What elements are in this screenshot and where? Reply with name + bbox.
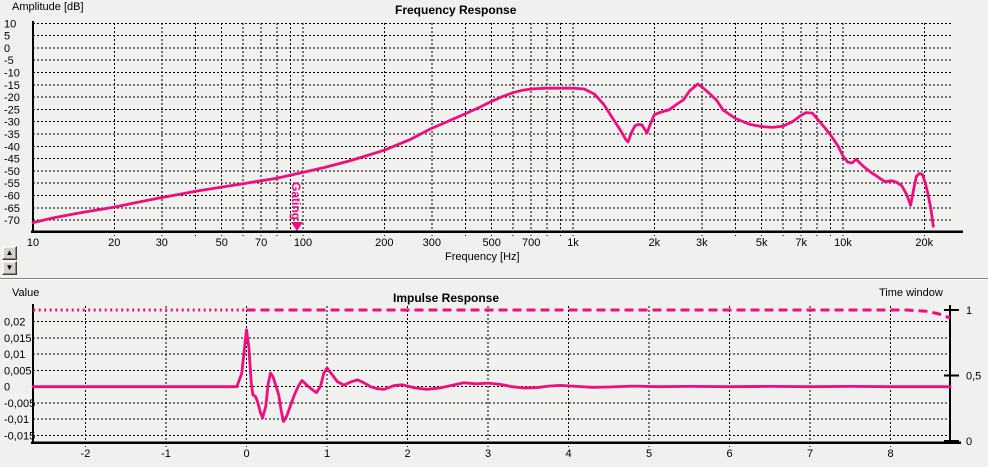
svg-text:7: 7: [807, 448, 813, 460]
svg-text:1k: 1k: [567, 237, 579, 249]
svg-text:0,5: 0,5: [966, 371, 981, 383]
svg-text:-1: -1: [161, 448, 171, 460]
svg-text:0,02: 0,02: [4, 317, 25, 329]
svg-text:500: 500: [483, 237, 501, 249]
svg-text:-10: -10: [4, 68, 20, 80]
frequency-axis-label: Frequency [Hz]: [445, 251, 520, 263]
svg-text:8: 8: [887, 448, 893, 460]
svg-text:6: 6: [726, 448, 732, 460]
svg-text:-35: -35: [4, 129, 20, 141]
svg-text:20k: 20k: [915, 237, 933, 249]
svg-text:2k: 2k: [648, 237, 660, 249]
svg-text:2: 2: [404, 448, 410, 460]
svg-text:7k: 7k: [795, 237, 807, 249]
svg-text:0: 0: [243, 448, 249, 460]
panel-divider: [0, 278, 988, 280]
svg-text:10: 10: [4, 18, 16, 30]
svg-text:4: 4: [565, 448, 571, 460]
svg-text:-15: -15: [4, 80, 20, 92]
svg-text:-60: -60: [4, 191, 20, 203]
up-arrow-icon: ▲: [5, 248, 14, 257]
svg-text:30: 30: [156, 237, 168, 249]
svg-text:10k: 10k: [834, 237, 852, 249]
scroll-up-button[interactable]: ▲: [2, 246, 17, 260]
svg-text:-0,01: -0,01: [4, 414, 29, 426]
svg-text:Gating: Gating: [289, 182, 303, 220]
amplitude-axis-label: Amplitude [dB]: [12, 1, 84, 13]
svg-text:100: 100: [294, 237, 312, 249]
svg-text:1: 1: [324, 448, 330, 460]
svg-text:-55: -55: [4, 178, 20, 190]
svg-text:-30: -30: [4, 117, 20, 129]
scroll-down-button[interactable]: ▼: [2, 261, 17, 275]
svg-text:-65: -65: [4, 203, 20, 215]
svg-text:-0,005: -0,005: [4, 398, 35, 410]
svg-text:50: 50: [216, 237, 228, 249]
svg-text:0: 0: [4, 382, 10, 394]
svg-text:0,005: 0,005: [4, 365, 32, 377]
down-arrow-icon: ▼: [5, 263, 14, 272]
svg-text:-50: -50: [4, 166, 20, 178]
svg-text:10: 10: [27, 237, 39, 249]
svg-text:-5: -5: [4, 55, 14, 67]
svg-text:200: 200: [375, 237, 393, 249]
svg-text:5k: 5k: [756, 237, 768, 249]
svg-text:1: 1: [966, 305, 972, 317]
svg-text:-0,015: -0,015: [4, 430, 35, 442]
svg-text:3: 3: [485, 448, 491, 460]
value-axis-label: Value: [12, 287, 40, 299]
svg-text:-70: -70: [4, 215, 20, 227]
svg-text:5: 5: [646, 448, 652, 460]
svg-text:700: 700: [522, 237, 540, 249]
svg-text:0: 0: [966, 436, 972, 448]
time-window-label: Time window: [879, 287, 943, 299]
svg-text:0: 0: [4, 43, 10, 55]
svg-text:0,015: 0,015: [4, 333, 32, 345]
svg-text:5: 5: [4, 31, 10, 43]
svg-text:-20: -20: [4, 92, 20, 104]
svg-text:20: 20: [108, 237, 120, 249]
svg-text:3k: 3k: [696, 237, 708, 249]
svg-text:-40: -40: [4, 141, 20, 153]
svg-text:-25: -25: [4, 104, 20, 116]
svg-text:-45: -45: [4, 154, 20, 166]
svg-text:70: 70: [255, 237, 267, 249]
frequency-response-title: Frequency Response: [395, 3, 517, 17]
svg-text:0,01: 0,01: [4, 349, 25, 361]
svg-text:-2: -2: [81, 448, 91, 460]
svg-text:300: 300: [423, 237, 441, 249]
impulse-response-title: Impulse Response: [393, 291, 500, 305]
